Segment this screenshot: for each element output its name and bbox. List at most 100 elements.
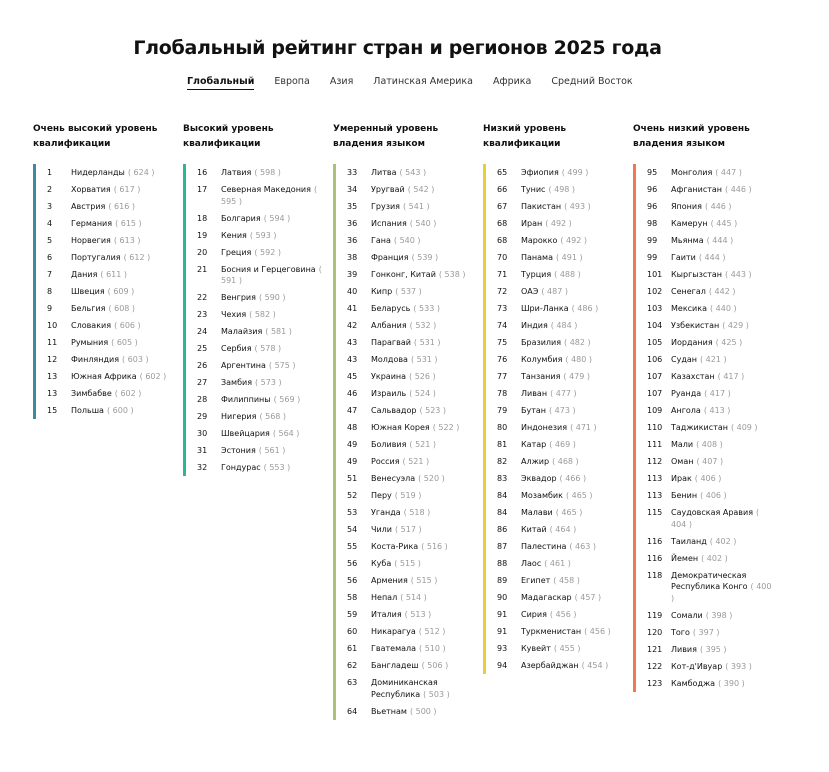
country-rank: 10 [47, 321, 58, 330]
country-rank: 83 [497, 474, 508, 483]
country-name: Россия [371, 457, 400, 466]
country-name: Палестина [521, 542, 567, 551]
level-color-bar [483, 164, 486, 674]
country-name: Индонезия [521, 423, 568, 432]
country-score: ( 484 ) [550, 321, 578, 330]
column-heading: Высокий уровень квалификации [183, 124, 274, 149]
country-rank: 65 [497, 168, 508, 177]
country-rank: 82 [497, 457, 508, 466]
country-row: 74 Индия( 484 ) [497, 317, 623, 334]
country-row: 28 Филиппины( 569 ) [197, 391, 323, 408]
country-row: 39 Гонконг, Китай( 538 ) [347, 266, 473, 283]
country-name-wrap: Танзания( 479 ) [521, 371, 623, 383]
country-name: Болгария [221, 213, 261, 223]
country-name: Кыргызстан [671, 270, 723, 279]
country-rank: 45 [347, 372, 358, 381]
country-score: ( 395 ) [699, 644, 727, 654]
country-row: 107 Казахстан( 417 ) [647, 368, 773, 385]
country-score: ( 598 ) [254, 168, 281, 177]
country-row: 115 Саудовская Аравия( 404 ) [647, 504, 773, 533]
country-row: 27 Замбия( 573 ) [197, 374, 323, 391]
country-name: Иордания [671, 338, 713, 347]
country-rank: 115 [647, 508, 663, 517]
country-score: ( 445 ) [710, 219, 738, 228]
country-rank: 59 [347, 610, 358, 619]
country-name-wrap: Замбия( 573 ) [221, 377, 323, 389]
country-name: Норвегия [71, 236, 111, 245]
country-row: 101 Кыргызстан( 443 ) [647, 266, 773, 283]
country-name: Замбия [221, 378, 253, 387]
tab-middle-east[interactable]: Средний Восток [551, 76, 633, 87]
country-rank: 56 [347, 559, 358, 568]
country-name-wrap: Бенин( 406 ) [671, 490, 773, 502]
country-row: 73 Шри-Ланка( 486 ) [497, 300, 623, 317]
country-name: Китай [521, 525, 547, 534]
country-rank: 95 [647, 168, 658, 177]
country-name-wrap: Лаос( 461 ) [521, 558, 623, 570]
country-rank: 88 [497, 559, 508, 568]
tab-asia[interactable]: Азия [329, 76, 354, 87]
country-name-wrap: Гондурас( 553 ) [221, 462, 323, 474]
country-score: ( 591 ) [221, 264, 322, 286]
country-score: ( 613 ) [113, 236, 141, 245]
country-name-wrap: ОАЭ( 487 ) [521, 286, 623, 298]
country-row: 43 Парагвай( 531 ) [347, 334, 473, 351]
country-row: 84 Малави( 465 ) [497, 504, 623, 521]
country-list: 16 Латвия( 598 ) 17 Северная Македония( 595… [183, 164, 323, 476]
country-name-wrap: Армения( 515 ) [371, 575, 473, 587]
country-score: ( 473 ) [549, 406, 576, 415]
tab-latin-america[interactable]: Латинская Америка [373, 76, 473, 87]
country-score: ( 393 ) [725, 661, 752, 671]
tab-africa[interactable]: Африка [492, 76, 532, 87]
country-rank: 112 [647, 457, 663, 466]
country-name-wrap: Мозамбик( 465 ) [521, 490, 623, 502]
country-score: ( 616 ) [108, 202, 135, 211]
country-score: ( 469 ) [549, 440, 576, 449]
country-name-wrap: Сирия( 456 ) [521, 609, 623, 621]
country-name: Хорватия [71, 185, 111, 194]
country-score: ( 522 ) [432, 423, 460, 432]
country-rank: 66 [497, 185, 508, 194]
country-name: Узбекистан [671, 321, 720, 330]
country-rank: 121 [647, 644, 663, 654]
country-name: Малайзия [221, 327, 263, 336]
country-name: Австрия [71, 202, 106, 211]
country-rank: 35 [347, 202, 358, 211]
country-score: ( 542 ) [407, 185, 435, 194]
country-name-wrap: Таджикистан( 409 ) [671, 422, 773, 434]
country-rank: 42 [347, 321, 358, 330]
country-rank: 16 [197, 168, 208, 177]
country-name: Египет [521, 576, 551, 585]
country-rank: 63 [347, 678, 358, 687]
country-rank: 12 [47, 355, 58, 364]
country-name: Мадагаскар [521, 593, 572, 602]
country-name-wrap: Кот-д'Ивуар( 393 ) [671, 661, 773, 673]
country-score: ( 517 ) [395, 525, 422, 534]
country-name: Кот-д'Ивуар [671, 661, 723, 671]
country-row: 38 Франция( 539 ) [347, 249, 473, 266]
country-name-wrap: Мали( 408 ) [671, 439, 773, 451]
country-name: Саудовская Аравия [671, 508, 754, 517]
country-name: Туркменистан [521, 627, 582, 636]
country-rank: 91 [497, 627, 508, 636]
country-name: Азербайджан [521, 661, 579, 670]
country-row: 71 Турция( 488 ) [497, 266, 623, 283]
country-name: Мали [671, 440, 694, 449]
country-list: 1 Нидерланды( 624 ) 2 Хорватия( 617 ) 3 Австр… [33, 164, 173, 419]
country-name: Венгрия [221, 293, 256, 302]
country-rank: 15 [47, 406, 58, 415]
country-score: ( 506 ) [421, 661, 449, 670]
country-name-wrap: Молдова( 531 ) [371, 354, 473, 366]
country-row: 96 Афганистан( 446 ) [647, 181, 773, 198]
country-score: ( 468 ) [552, 457, 579, 466]
country-rank: 103 [647, 304, 663, 313]
country-name: Руанда [671, 389, 702, 398]
country-name-wrap: Афганистан( 446 ) [671, 184, 773, 196]
tab-global[interactable]: Глобальный [187, 76, 255, 90]
country-score: ( 406 ) [700, 491, 727, 500]
tab-europe[interactable]: Европа [274, 76, 310, 87]
country-name: Гонконг, Китай [371, 270, 436, 279]
country-row: 80 Индонезия( 471 ) [497, 419, 623, 436]
country-row: 90 Мадагаскар( 457 ) [497, 589, 623, 606]
country-rank: 33 [347, 168, 358, 177]
